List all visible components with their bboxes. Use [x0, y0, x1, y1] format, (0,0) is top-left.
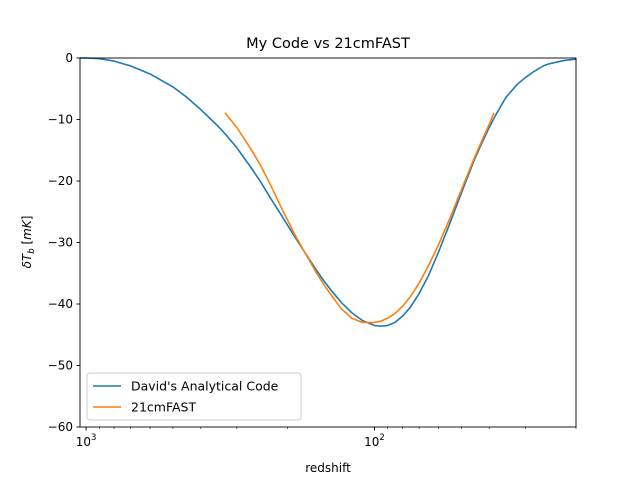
y-tick-label: −20	[48, 174, 73, 188]
series-layer	[80, 57, 577, 327]
legend-box	[86, 372, 302, 421]
legend: David's Analytical Code 21cmFAST	[86, 372, 302, 421]
chart-title: My Code vs 21cmFAST	[246, 36, 410, 52]
y-tick-label: −30	[48, 236, 73, 250]
y-tick-label: −40	[48, 297, 73, 311]
x-axis-label: redshift	[305, 461, 351, 475]
series-line-2	[224, 112, 495, 324]
plot-frame	[79, 57, 577, 428]
y-axis-label: δTb [mK]	[20, 216, 37, 269]
y-tick-label: 0	[65, 51, 73, 65]
y-tick-label: −50	[48, 359, 73, 373]
y-tick-label: −10	[48, 113, 73, 127]
svg-text:δTb [mK]: δTb [mK]	[20, 216, 37, 269]
legend-label-2: 21cmFAST	[131, 400, 196, 415]
legend-label-1: David's Analytical Code	[131, 379, 279, 394]
x-tick-label: 103	[76, 433, 97, 449]
series-line-1	[80, 57, 577, 327]
x-tick-label: 102	[364, 433, 385, 449]
y-tick-label: −60	[48, 420, 73, 434]
